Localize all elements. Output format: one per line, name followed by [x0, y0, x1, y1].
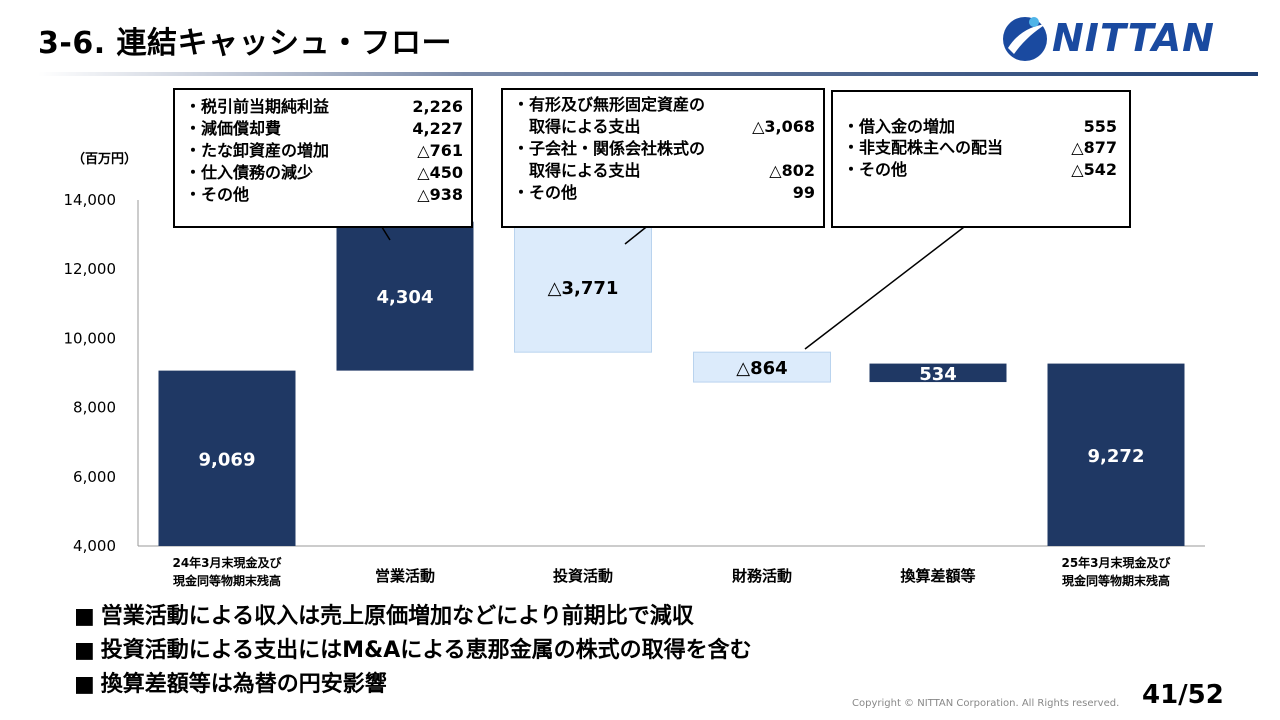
callout-line: ・仕入債務の減少 △450 [185, 162, 463, 184]
callout-item-label: ・非支配株主への配当 [843, 138, 1004, 157]
bullet-text: 投資活動による支出にはM&Aによる恵那金属の株式の取得を含む [100, 638, 752, 663]
bullet-text: 営業活動による収入は売上原価増加などにより前期比で減収 [100, 604, 694, 629]
bullet-item: ■ 投資活動による支出にはM&Aによる恵那金属の株式の取得を含む [74, 634, 752, 668]
page-number: 41/52 [1142, 680, 1224, 710]
bar [514, 221, 652, 353]
callout-line: ・その他 △542 [843, 159, 1117, 181]
bar [158, 370, 296, 546]
callout-item-label: ・子会社・関係会社株式の [513, 139, 706, 158]
callout-item-value: 555 [1083, 117, 1117, 136]
callout-line: ・子会社・関係会社株式の [513, 138, 815, 160]
company-logo: NITTAN [1000, 14, 1260, 66]
page-title: 3-6. 連結キャッシュ・フロー [38, 26, 453, 61]
callout-item-label: 取得による支出 [513, 161, 641, 180]
bullet-marker: ■ [74, 604, 95, 629]
bar-data-label: △864 [736, 358, 787, 379]
callout-item-value: △802 [769, 161, 815, 180]
callout-line: ・借入金の増加 555 [843, 116, 1117, 138]
callout-item-label: ・税引前当期純利益 [185, 97, 330, 116]
unit-label: （百万円） [72, 152, 138, 167]
callout-line: ・その他 △938 [185, 184, 463, 206]
bar-data-label: 4,304 [377, 287, 434, 308]
bullet-marker: ■ [74, 638, 95, 663]
callout-investing-breakdown: ・有形及び無形固定資産の 取得による支出 △3,068 ・子会社・関係会社株式の 取… [501, 88, 825, 228]
bullet-item: ■ 営業活動による収入は売上原価増加などにより前期比で減収 [74, 600, 752, 634]
category-label: 25年3月末現金及び [1061, 555, 1171, 570]
callout-item-label: ・その他 [843, 160, 908, 179]
callout-item-label: ・たな卸資産の増加 [185, 141, 330, 160]
callout-item-value: △3,068 [752, 117, 815, 136]
callout-line: ・その他 99 [513, 182, 815, 204]
bar [869, 363, 1007, 383]
bar-data-label: 9,069 [199, 449, 256, 470]
bar [693, 351, 831, 383]
bullet-item: ■ 換算差額等は為替の円安影響 [74, 668, 752, 702]
callout-item-value: 4,227 [412, 119, 463, 138]
callout-connector [804, 223, 969, 350]
category-label: 投資活動 [553, 567, 613, 585]
callout-line: ・非支配株主への配当 △877 [843, 137, 1117, 159]
callout-line: ・税引前当期純利益 2,226 [185, 96, 463, 118]
category-label: 24年3月末現金及び [172, 555, 282, 570]
callout-item-value: △542 [1071, 160, 1117, 179]
bullet-marker: ■ [74, 672, 95, 697]
callout-item-label: ・その他 [513, 183, 578, 202]
y-tick-label: 12,000 [64, 260, 117, 278]
logo-wordmark: NITTAN [1052, 16, 1215, 60]
callout-item-value: △450 [417, 163, 463, 182]
callout-line: ・減価償却費 4,227 [185, 118, 463, 140]
callout-item-value: △877 [1071, 138, 1117, 157]
bar [336, 221, 474, 371]
category-label: 営業活動 [375, 567, 435, 585]
callout-item-value: △938 [417, 185, 463, 204]
logo-mark-icon [1003, 17, 1047, 61]
category-label: 現金同等物期末残高 [1062, 573, 1170, 588]
callout-line: ・有形及び無形固定資産の [513, 94, 815, 116]
callout-line: ・たな卸資産の増加 △761 [185, 140, 463, 162]
y-tick-label: 14,000 [64, 191, 117, 209]
y-tick-label: 6,000 [73, 468, 116, 486]
title-underline [38, 72, 1258, 76]
callout-financing-breakdown: ・借入金の増加 555 ・非支配株主への配当 △877 ・その他 △542 [831, 90, 1131, 228]
callout-item-value: △761 [417, 141, 463, 160]
callout-item-label: ・仕入債務の減少 [185, 163, 314, 182]
waterfall-chart: 4,000 6,000 8,000 10,000 12,000 14,000 9,069 4,… [64, 191, 1205, 588]
callout-item-value: 2,226 [412, 97, 463, 116]
callout-item-label: ・その他 [185, 185, 250, 204]
y-tick-label: 8,000 [73, 399, 116, 417]
callout-item-label: 取得による支出 [513, 117, 641, 136]
callout-line: 取得による支出 △3,068 [513, 116, 815, 138]
bar-data-label: 9,272 [1088, 446, 1145, 467]
callout-item-value: 99 [792, 183, 815, 202]
y-tick-label: 4,000 [73, 537, 116, 555]
category-label: 現金同等物期末残高 [173, 573, 281, 588]
callout-operating-breakdown: ・税引前当期純利益 2,226 ・減価償却費 4,227 ・たな卸資産の増加 △761 ・仕… [173, 88, 473, 228]
bar [1047, 363, 1185, 546]
callout-item-label: ・減価償却費 [185, 119, 282, 138]
callout-line: 取得による支出 △802 [513, 160, 815, 182]
bar-data-label: △3,771 [548, 278, 619, 299]
category-label: 換算差額等 [900, 567, 975, 585]
callout-item-label: ・有形及び無形固定資産の [513, 95, 706, 114]
y-tick-label: 10,000 [64, 329, 117, 347]
summary-bullets: ■ 営業活動による収入は売上原価増加などにより前期比で減収 ■ 投資活動による支出に… [74, 600, 752, 702]
bullet-text: 換算差額等は為替の円安影響 [100, 672, 387, 697]
copyright-notice: Copyright © NITTAN Corporation. All Righ… [852, 698, 1120, 709]
category-label: 財務活動 [731, 567, 792, 585]
bar-data-label: 534 [919, 364, 957, 385]
callout-item-label: ・借入金の増加 [843, 117, 956, 136]
